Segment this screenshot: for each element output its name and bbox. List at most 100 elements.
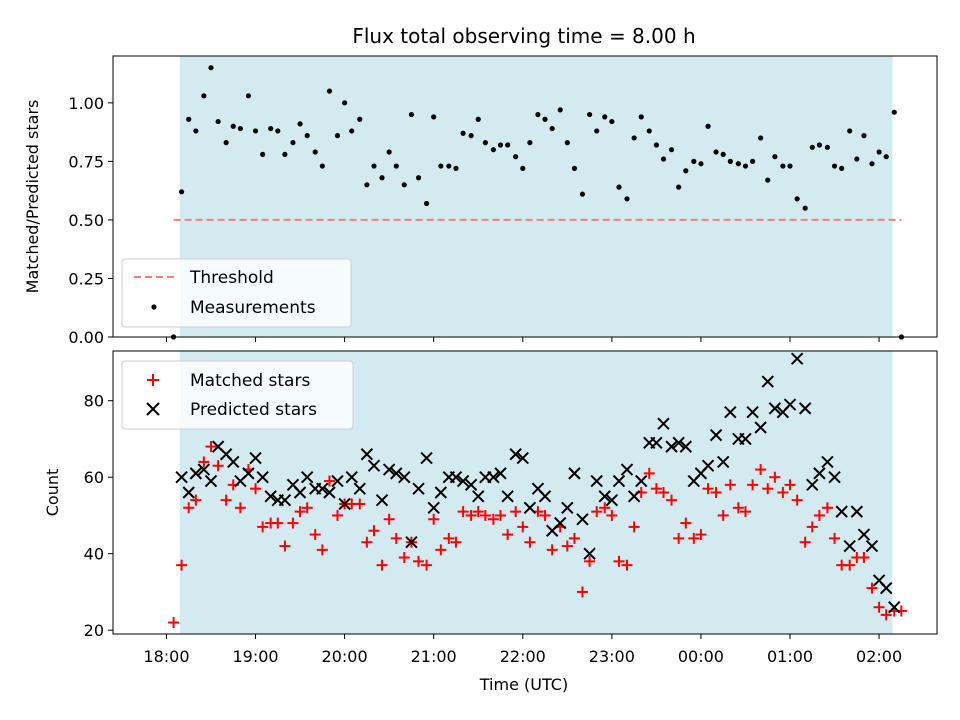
predicted-star-point (590, 474, 603, 488)
predicted-star-point (701, 459, 715, 472)
predicted-star-point (612, 474, 626, 488)
predicted-star-point (501, 490, 514, 503)
measurement-point (579, 191, 586, 197)
measurement-point (758, 135, 764, 141)
measurement-point (268, 125, 274, 132)
measurement-point (557, 107, 563, 113)
measurement-point (854, 156, 860, 162)
predicted-star-point (568, 467, 581, 480)
count-y-tick-label: 40 (84, 545, 104, 564)
matched-star-point (717, 509, 729, 521)
measurement-point (750, 158, 756, 164)
measurement-point (631, 135, 637, 141)
predicted-star-point (806, 478, 819, 492)
measurement-point (660, 156, 667, 162)
measurement-point (208, 65, 214, 71)
matched-star-point (584, 555, 596, 567)
measurement-point (616, 184, 622, 190)
count-axes-frame (112, 350, 938, 635)
predicted-star-point (828, 470, 841, 484)
matched-star-point (413, 555, 425, 567)
matched-star-point (435, 544, 447, 556)
ratio-legend: Threshold Measurements (121, 258, 352, 328)
predicted-star-point (360, 448, 374, 461)
measurement-point (438, 163, 444, 169)
measurement-point (839, 165, 845, 171)
measurement-point (891, 109, 897, 115)
measurement-point (245, 93, 252, 99)
predicted-star-point (227, 455, 240, 469)
measurement-point (876, 149, 882, 155)
predicted-star-point (398, 470, 411, 484)
ratio-y-axis-label: Matched/Predicted stars (23, 100, 42, 294)
chart-title: Flux total observing time = 8.00 h (352, 24, 695, 48)
predicted-star-point (427, 501, 440, 515)
predicted-star-point (494, 467, 507, 480)
matched-stars-legend-swatch (147, 374, 159, 386)
predicted-star-point (880, 581, 893, 595)
measurement-point (705, 123, 711, 129)
measurement-point (765, 177, 771, 183)
measurement-point (698, 161, 704, 167)
matched-star-point (546, 544, 558, 556)
measurement-point (230, 123, 236, 129)
measurement-point (586, 111, 593, 118)
predicted-star-point (843, 539, 856, 553)
matched-star-point (510, 506, 522, 518)
matched-star-point (568, 532, 580, 544)
matched-star-point (465, 509, 477, 521)
predicted-star-point (627, 490, 641, 503)
matched-star-point (309, 529, 321, 541)
measurement-point (408, 111, 415, 118)
measurement-point (364, 182, 370, 188)
count-y-axis-label: Count (43, 469, 62, 517)
matched-star-point (376, 559, 388, 571)
matched-star-point (606, 509, 618, 521)
x-tick-label: 00:00 (678, 647, 724, 666)
measurement-point (831, 163, 838, 169)
predicted-star-point (798, 402, 812, 415)
measurement-point (312, 149, 318, 155)
predicted-star-point (331, 474, 344, 488)
measurement-point (290, 140, 296, 146)
predicted-star-point (456, 474, 470, 488)
measurement-point (326, 88, 333, 94)
predicted-star-point (464, 478, 478, 492)
matched-star-point (487, 513, 499, 525)
predicted-star-point (576, 513, 589, 526)
matched-star-point (220, 494, 232, 506)
measurement-point (802, 205, 808, 211)
measurement-point (482, 140, 488, 146)
measurement-point (869, 161, 875, 167)
matched-star-point (205, 441, 217, 453)
matched-star-point (212, 460, 224, 472)
measurement-point (787, 163, 793, 169)
predicted-star-point (790, 352, 804, 365)
predicted-star-point (553, 516, 567, 530)
measurement-point (446, 163, 452, 169)
predicted-star-point (300, 470, 314, 484)
predicted-star-point (783, 398, 797, 411)
x-tick-label: 02:00 (856, 647, 902, 666)
ratio-y-tick-label: 0.25 (68, 269, 104, 288)
measurement-point (542, 116, 548, 122)
matched-star-point (747, 479, 759, 491)
predicted-star-point (509, 448, 522, 461)
predicted-star-point (754, 421, 767, 434)
measurement-point (401, 182, 407, 188)
matched-star-point (450, 536, 462, 548)
predicted-star-point (657, 417, 670, 430)
matched-star-point (658, 487, 670, 498)
predicted-star-point (197, 463, 211, 476)
matched-star-point (421, 559, 433, 571)
measurement-point (824, 144, 831, 150)
measurement-point (386, 149, 392, 155)
matched-star-point (390, 532, 402, 544)
measurement-point (497, 142, 504, 148)
measurement-point (520, 165, 526, 171)
measurement-point (260, 151, 266, 157)
matched-star-point (561, 540, 573, 552)
predicted-star-point (679, 440, 692, 453)
measurement-point (602, 114, 608, 120)
matched-star-point (479, 509, 491, 521)
